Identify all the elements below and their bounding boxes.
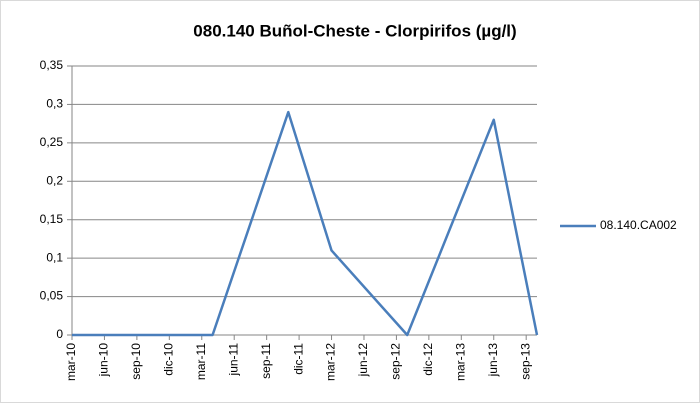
x-tick-label: mar-13 bbox=[453, 343, 467, 381]
x-tick-label: jun-12 bbox=[356, 343, 370, 378]
y-tick-label: 0,3 bbox=[46, 97, 63, 111]
y-tick-label: 0,1 bbox=[46, 250, 63, 264]
x-tick-label: mar-12 bbox=[324, 343, 338, 381]
x-tick-label: sep-10 bbox=[129, 343, 143, 380]
y-tick-label: 0,35 bbox=[40, 58, 64, 72]
legend-label: 08.140.CA002 bbox=[600, 218, 677, 232]
y-tick-label: 0 bbox=[56, 327, 63, 341]
x-tick-label: jun-10 bbox=[97, 343, 111, 378]
x-tick-label: sep-11 bbox=[259, 343, 273, 379]
chart-title: 080.140 Buñol-Cheste - Clorpirifos (µg/l… bbox=[193, 21, 516, 40]
x-tick-label: mar-10 bbox=[64, 343, 78, 381]
x-tick-label: dic-11 bbox=[291, 343, 305, 375]
x-tick-label: dic-10 bbox=[161, 343, 175, 376]
y-tick-label: 0,05 bbox=[40, 289, 64, 303]
x-tick-label: sep-13 bbox=[518, 343, 532, 380]
x-tick-label: dic-12 bbox=[421, 343, 435, 376]
x-tick-label: sep-12 bbox=[389, 343, 403, 380]
y-tick-label: 0,15 bbox=[40, 212, 64, 226]
series-line bbox=[72, 110, 539, 337]
x-tick-label: mar-11 bbox=[194, 343, 208, 380]
y-tick-label: 0,2 bbox=[46, 173, 63, 187]
x-tick-label: jun-11 bbox=[226, 343, 240, 377]
x-tick-label: jun-13 bbox=[486, 343, 500, 378]
y-tick-label: 0,25 bbox=[40, 135, 64, 149]
